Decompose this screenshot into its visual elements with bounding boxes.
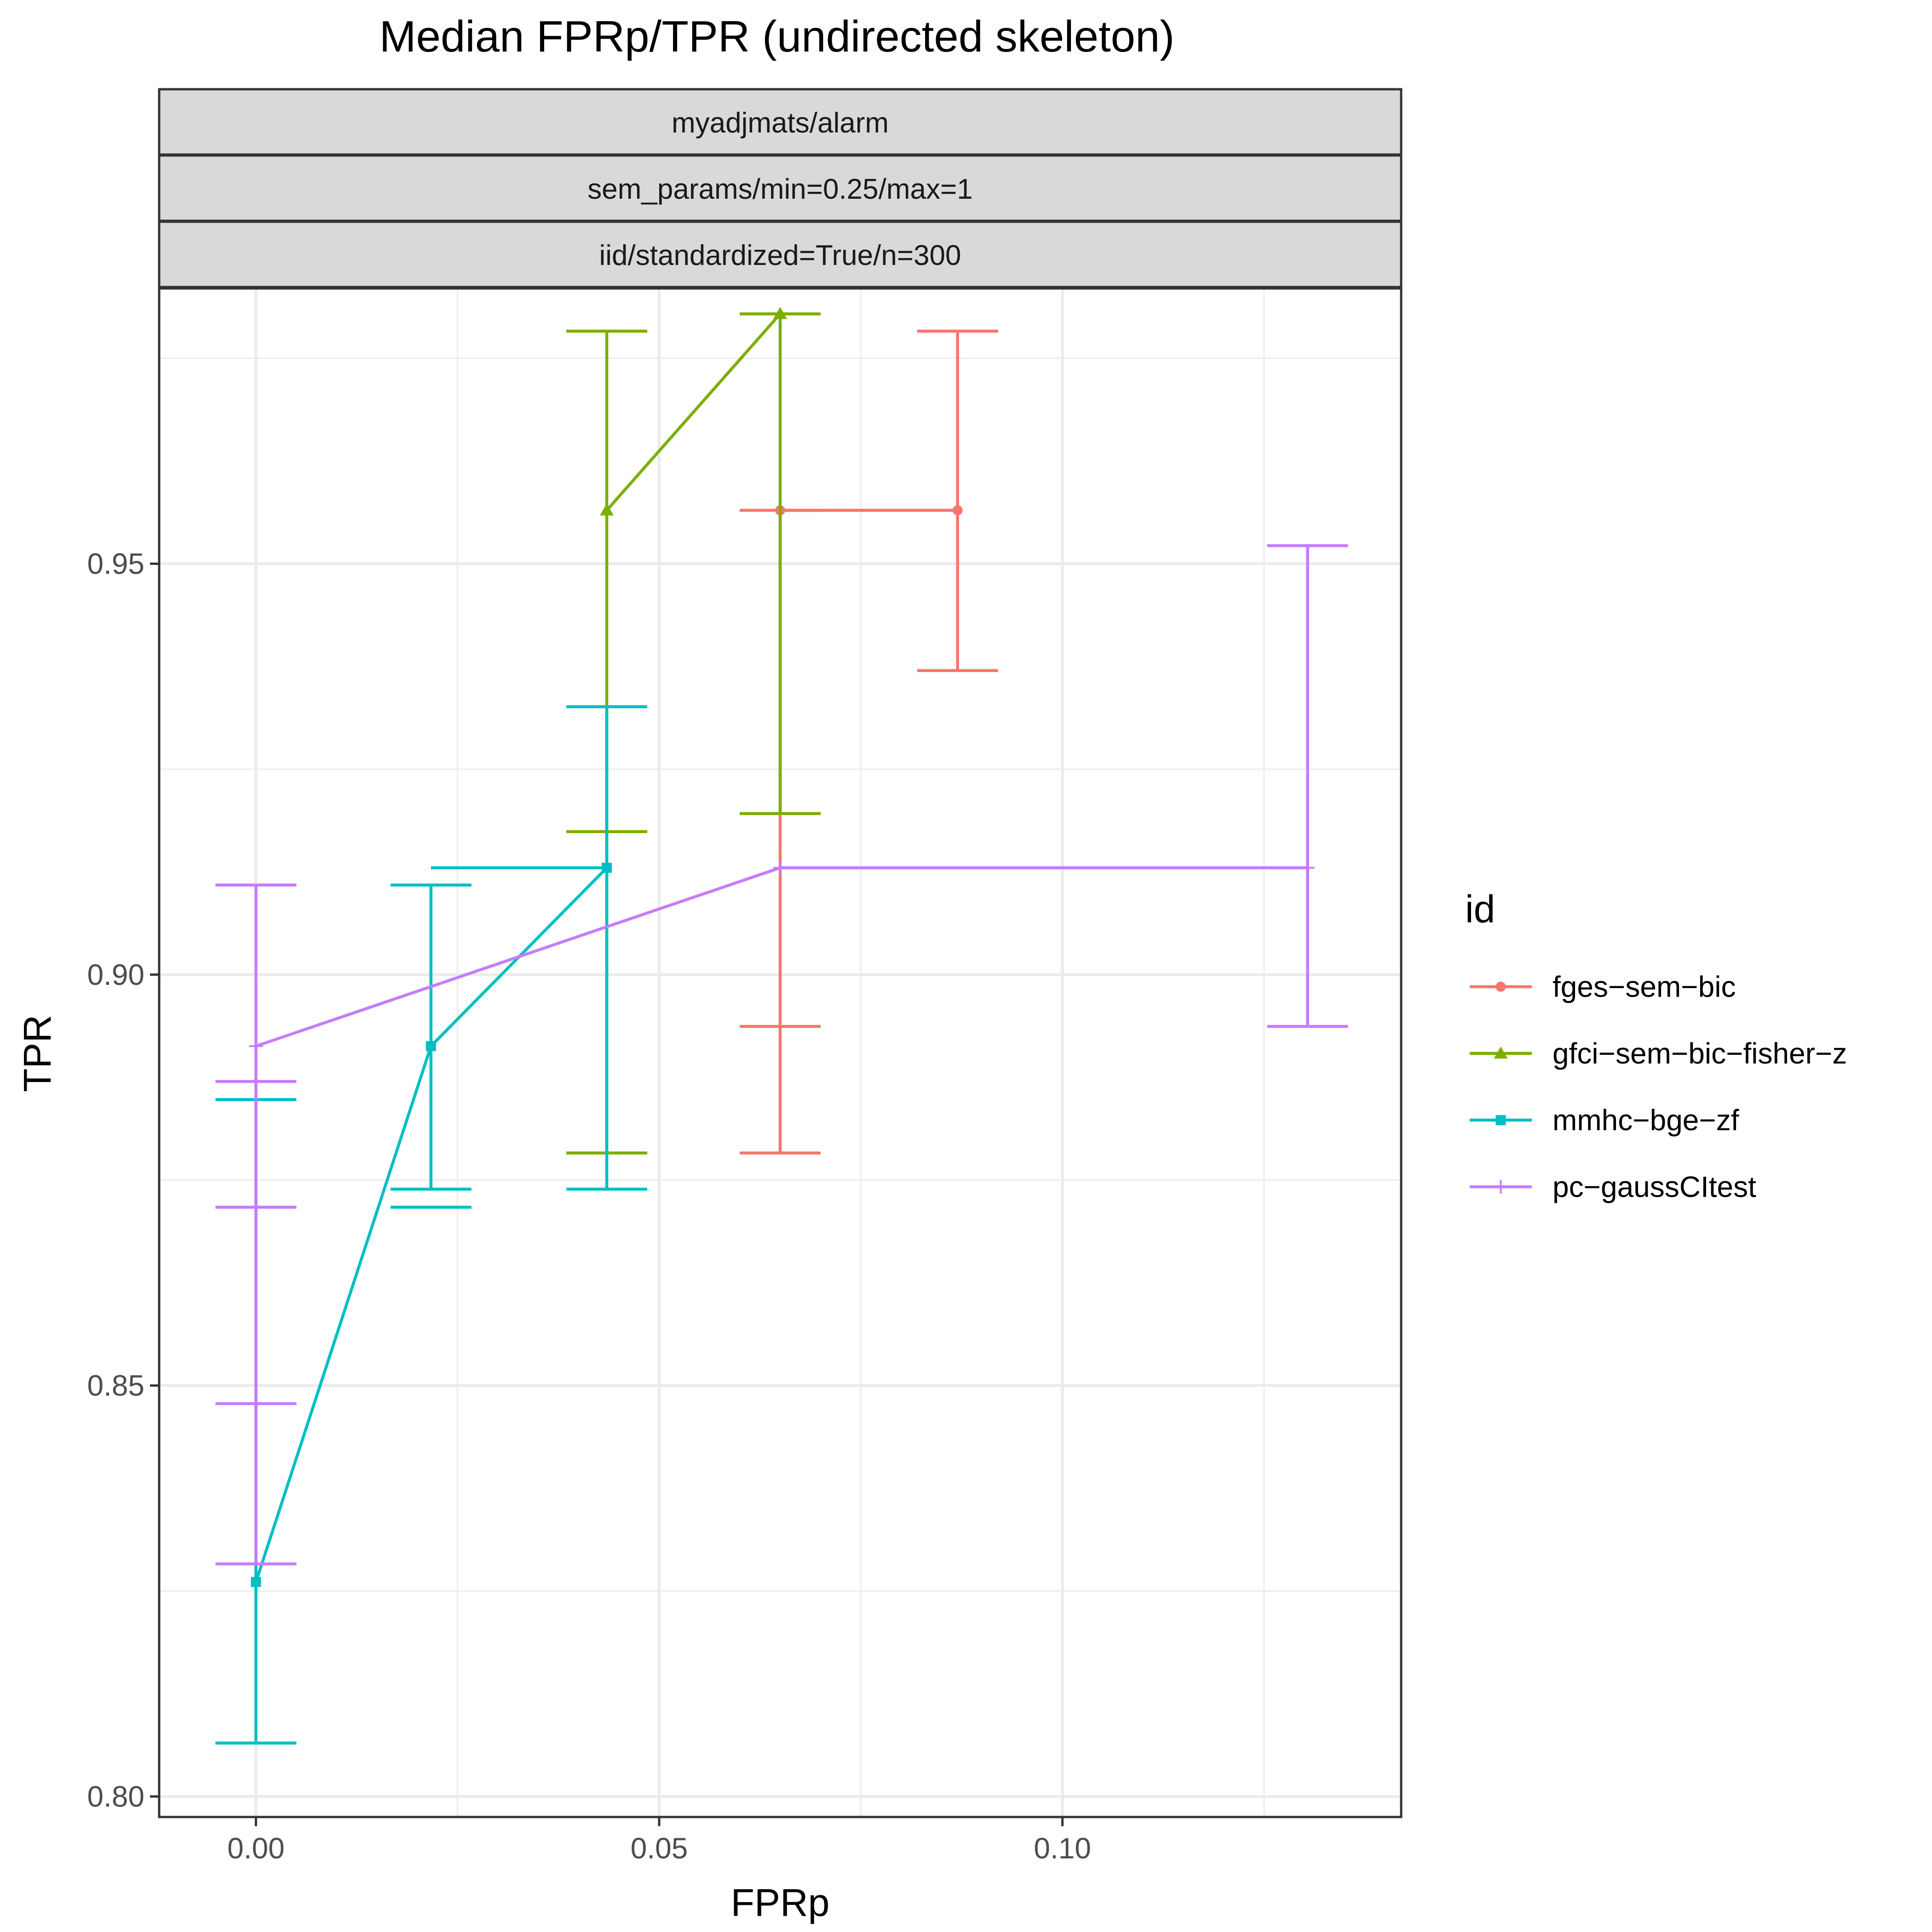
data-point (773, 861, 787, 875)
data-point (602, 862, 612, 873)
legend: id fges−sem−bic gfci−sem−bic−fisher−z mmhc… (1465, 887, 1847, 1203)
legend-key-marker (1494, 1180, 1508, 1194)
data-point (773, 307, 787, 319)
y-tick-label: 0.80 (87, 1780, 144, 1813)
data-point (249, 1039, 263, 1053)
legend-label: gfci−sem−bic−fisher−z (1552, 1037, 1847, 1070)
series-3 (215, 544, 1348, 1565)
series-line (605, 313, 782, 512)
facet-strip-2-label: sem_params/min=0.25/max=1 (587, 173, 972, 205)
legend-item-0: fges−sem−bic (1470, 970, 1736, 1003)
legend-item-2: mmhc−bge−zf (1470, 1104, 1739, 1137)
legend-key-marker (1494, 1046, 1508, 1059)
facet-strip-3-label: iid/standardized=True/n=300 (599, 240, 961, 271)
legend-key-marker (1495, 1115, 1506, 1125)
y-tick-label: 0.90 (87, 958, 144, 991)
facet-strips: myadjmats/alarm sem_params/min=0.25/max=… (158, 88, 1403, 288)
x-tick-label: 0.05 (631, 1832, 688, 1865)
facet-strip-3 (158, 220, 1403, 288)
legend-key-marker (1495, 982, 1506, 992)
series-layer (215, 307, 1348, 1745)
y-tick-label: 0.85 (87, 1369, 144, 1402)
x-tick-label: 0.10 (1034, 1832, 1091, 1865)
facet-strip-1-label: myadjmats/alarm (672, 107, 889, 139)
legend-label: fges−sem−bic (1552, 970, 1736, 1003)
data-point (251, 1577, 261, 1587)
legend-title: id (1465, 887, 1495, 931)
data-point (600, 503, 614, 516)
legend-item-1: gfci−sem−bic−fisher−z (1470, 1037, 1847, 1070)
chart-title: Median FPRp/TPR (undirected skeleton) (380, 12, 1175, 61)
axes-layer: 0.00 0.05 0.10 0.80 0.85 0.90 0.95 (87, 547, 1091, 1865)
legend-item-3: pc−gaussCItest (1470, 1170, 1756, 1203)
facet-strip-2 (158, 154, 1403, 222)
legend-label: mmhc−bge−zf (1552, 1104, 1739, 1137)
data-point (426, 1041, 436, 1052)
facet-strip-1 (158, 88, 1403, 156)
legend-label: pc−gaussCItest (1552, 1170, 1756, 1203)
y-axis-label: TPR (16, 1015, 59, 1092)
plot-panel-border (158, 287, 1403, 1818)
y-tick-label: 0.95 (87, 547, 144, 580)
x-tick-label: 0.00 (227, 1832, 285, 1865)
data-point (952, 505, 963, 516)
x-axis-label: FPRp (731, 1881, 830, 1924)
legend-items: fges−sem−bic gfci−sem−bic−fisher−z mmhc−bg… (1470, 970, 1847, 1203)
data-point (1300, 861, 1315, 875)
